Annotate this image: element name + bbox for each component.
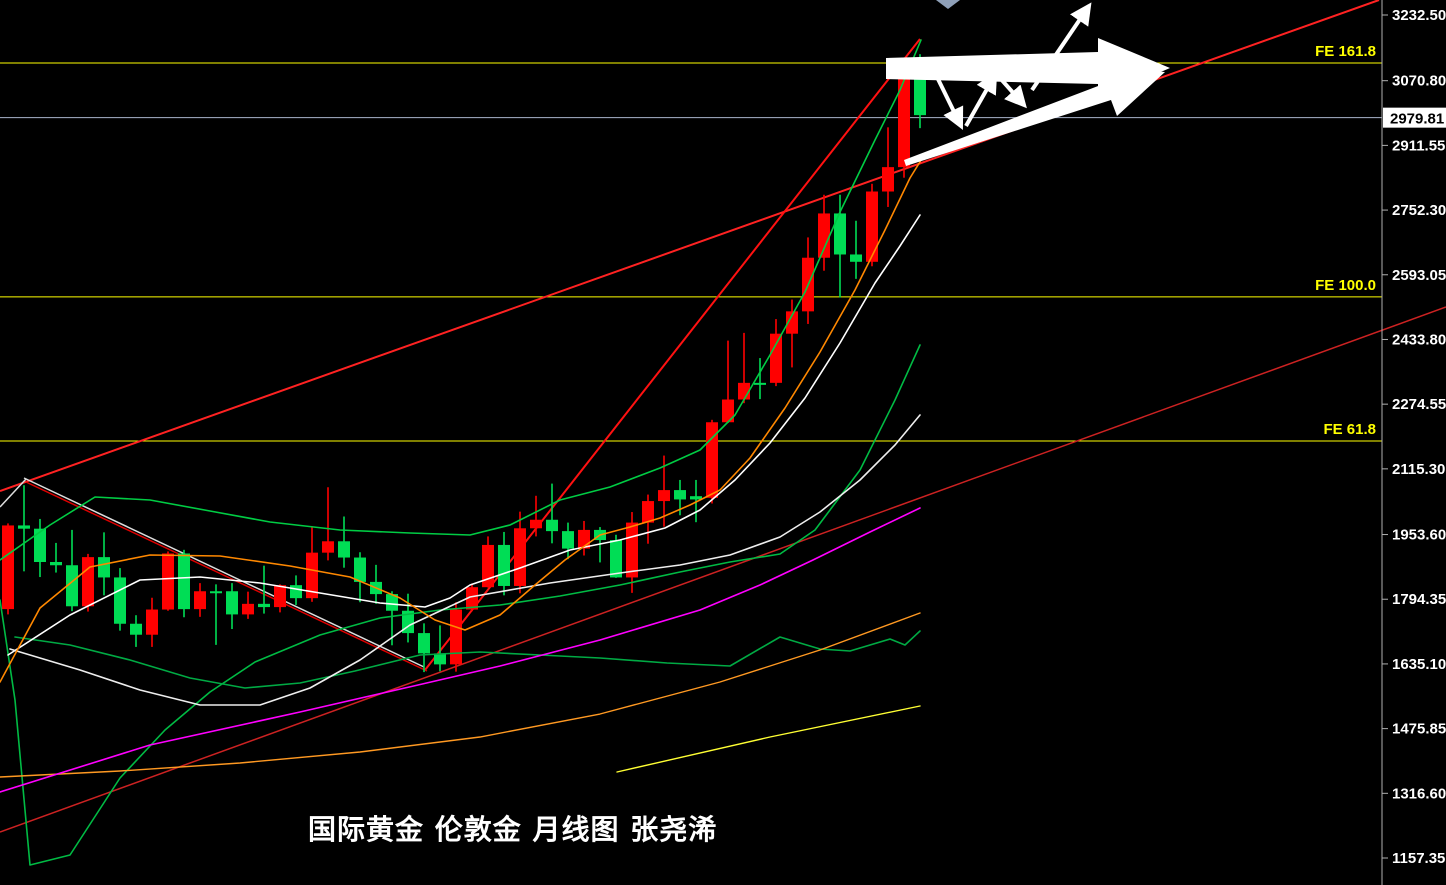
candle-body: [674, 490, 686, 500]
candle-body: [610, 540, 622, 578]
axis-tick-label: 2911.55: [1392, 137, 1445, 154]
candle-body: [210, 591, 222, 594]
candle-body: [690, 496, 702, 500]
candle-body: [562, 531, 574, 549]
axis-tick-label: 1953.60: [1392, 527, 1446, 544]
ma-orange-long: [0, 612, 921, 778]
trendline-triangle-desc-red: [25, 481, 428, 672]
ma-magenta-slow: [0, 507, 921, 793]
candle-body: [786, 311, 798, 334]
big-arrow-up-right: [904, 67, 1165, 166]
candle-body: [242, 603, 254, 615]
ma-white-fast: [7, 214, 921, 656]
candle-body: [82, 557, 94, 607]
candle-body: [514, 528, 526, 586]
big-arrow-right: [886, 38, 1170, 99]
candle-body: [194, 591, 206, 610]
watermark-title: 国际黄金 伦敦金 月线图 张尧浠: [308, 813, 718, 846]
candle-body: [402, 610, 414, 634]
candle-body: [658, 490, 670, 502]
ma-yellow-long: [616, 705, 921, 773]
candle-body: [34, 528, 46, 563]
axis-tick-label: 2115.30: [1392, 461, 1445, 478]
candle-body: [274, 585, 286, 608]
ma-green-upper: [0, 39, 922, 561]
candle-body: [882, 167, 894, 192]
current-price-badge: [1383, 107, 1446, 128]
axis-tick-label: 1635.10: [1392, 656, 1446, 673]
candle-body: [354, 557, 366, 582]
trendline-triangle-asc-white: [0, 478, 27, 508]
candle-body: [434, 653, 446, 665]
candle-body: [754, 382, 766, 385]
candle-body: [290, 585, 302, 599]
candle-body: [130, 623, 142, 635]
candle-body: [50, 562, 62, 566]
pointer-triangle-icon: [936, 0, 960, 9]
candle-body: [226, 591, 238, 615]
candle-body: [546, 519, 558, 532]
fib-label-1: FE 161.8: [1315, 43, 1376, 60]
axis-tick-label: 2593.05: [1392, 267, 1446, 284]
candle-body: [66, 565, 78, 607]
ma-orange-mid: [0, 156, 924, 683]
candle-body: [722, 399, 734, 423]
candle-body: [482, 544, 494, 588]
candle-body: [306, 552, 318, 599]
fib-label-2: FE 100.0: [1315, 277, 1376, 294]
ma-white-slow: [9, 414, 921, 706]
candle-body: [498, 544, 510, 586]
axis-tick-label: 1475.85: [1392, 721, 1446, 738]
thin-arrow-down-1: [935, 76, 964, 130]
candle-body: [418, 633, 430, 654]
candle-body: [2, 525, 14, 610]
axis-tick-label: 2752.30: [1392, 202, 1446, 219]
fib-label-3: FE 61.8: [1323, 421, 1376, 438]
candle-body: [386, 594, 398, 611]
thin-arrow-up-1: [964, 71, 998, 127]
candle-body: [626, 522, 638, 578]
thin-arrow-up-2: [1030, 2, 1092, 92]
candle-body: [818, 213, 830, 258]
trendline-triangle-desc-white: [23, 477, 425, 668]
candle-body: [834, 213, 846, 255]
current-price-label: 2979.81: [1390, 111, 1444, 128]
axis-tick-label: 1316.60: [1392, 785, 1446, 802]
axis-tick-label: 2433.80: [1392, 331, 1446, 348]
candle-body: [466, 587, 478, 610]
candle-body: [258, 603, 270, 608]
candle-body: [450, 609, 462, 665]
candle-body: [146, 609, 158, 635]
candle-body: [322, 541, 334, 553]
candle-body: [338, 541, 350, 558]
candle-body: [530, 519, 542, 529]
candle-body: [18, 525, 30, 529]
ma-green-mid: [0, 344, 921, 866]
axis-tick-label: 2274.55: [1392, 396, 1446, 413]
trendline-channel-lower-red: [0, 306, 1446, 833]
candle-body: [178, 553, 190, 610]
candle-body: [98, 557, 110, 578]
candle-body: [642, 501, 654, 523]
axis-tick-label: 3070.80: [1392, 73, 1446, 90]
axis-tick-label: 1794.35: [1392, 591, 1446, 608]
axis-tick-label: 1157.35: [1392, 850, 1445, 867]
candle-body: [114, 577, 126, 624]
thin-arrow-down-2: [998, 76, 1027, 109]
candle-body: [770, 333, 782, 383]
axis-tick-label: 3232.50: [1392, 7, 1446, 24]
candle-body: [866, 191, 878, 262]
candle-body: [850, 254, 862, 262]
candle-body: [162, 553, 174, 610]
